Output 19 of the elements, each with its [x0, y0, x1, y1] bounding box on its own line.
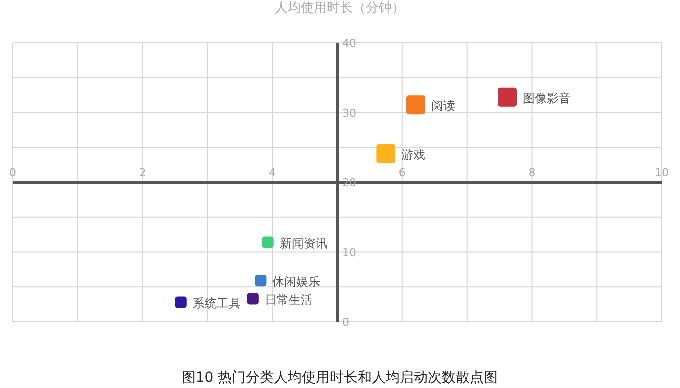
- x-tick-label: 0: [10, 166, 16, 180]
- y-tick-label: 40: [342, 37, 356, 50]
- x-tick-label: 2: [139, 166, 146, 180]
- y-tick-label: 0: [342, 316, 350, 329]
- x-tick-label: 6: [398, 166, 406, 180]
- series-label: 系统工具: [192, 296, 241, 310]
- x-tick-label: 8: [528, 166, 536, 180]
- y-tick-label: 30: [342, 106, 356, 120]
- series-label: 日常生活: [264, 292, 313, 307]
- series-label: 游戏: [402, 148, 426, 162]
- series-label: 新闻资讯: [280, 236, 328, 250]
- x-tick-label: 4: [269, 166, 276, 180]
- series-label: 图像影音: [523, 91, 572, 106]
- text: 图10 热门分类人均使用时长和人均启动次数散点图: [182, 370, 498, 386]
- y-axis-title: 人均使用时长（分钟）: [275, 1, 405, 16]
- x-tick-label: 10: [655, 166, 669, 180]
- series-label: 阅读: [432, 99, 456, 114]
- series-label: 休闲娱乐: [272, 274, 321, 289]
- y-tick-label: 10: [342, 246, 356, 260]
